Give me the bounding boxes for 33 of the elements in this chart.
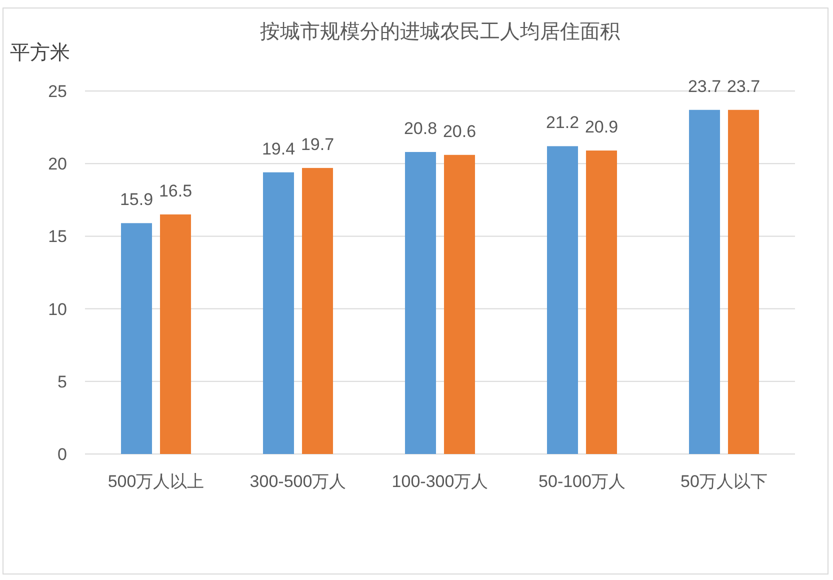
data-label: 19.4	[262, 139, 296, 158]
y-tick-label: 20	[48, 154, 67, 174]
x-tick-label: 50-100万人	[538, 472, 626, 491]
bar	[263, 172, 294, 454]
data-label: 19.7	[300, 134, 334, 154]
data-label: 20.6	[442, 122, 476, 141]
y-tick-label: 0	[58, 445, 67, 464]
bar	[302, 168, 333, 454]
x-tick-label: 100-300万人	[392, 472, 488, 491]
data-label: 15.9	[120, 190, 154, 210]
bar	[405, 152, 436, 454]
bar	[547, 146, 578, 454]
data-label: 16.5	[158, 181, 192, 200]
data-label: 21.2	[546, 113, 580, 132]
y-tick-label: 25	[48, 82, 67, 101]
x-tick-label: 300-500万人	[250, 472, 346, 491]
chart-title: 按城市规模分的进城农民工人均居住面积	[260, 21, 620, 43]
bar	[728, 110, 759, 454]
bar	[160, 214, 191, 454]
bar	[689, 110, 720, 454]
bar	[586, 150, 617, 454]
data-label: 20.8	[404, 118, 438, 138]
y-tick-label: 10	[48, 300, 67, 319]
bar	[444, 154, 475, 454]
x-tick-label: 500万人以上	[108, 472, 204, 491]
y-tick-label: 15	[48, 227, 67, 246]
data-label: 23.7	[726, 76, 760, 96]
y-axis-title: 平方米	[10, 41, 70, 64]
bar	[121, 223, 152, 454]
data-label: 23.7	[688, 76, 722, 96]
y-tick-label: 5	[58, 372, 67, 392]
x-tick-label: 50万人以下	[680, 472, 768, 491]
data-label: 20.9	[584, 118, 618, 137]
